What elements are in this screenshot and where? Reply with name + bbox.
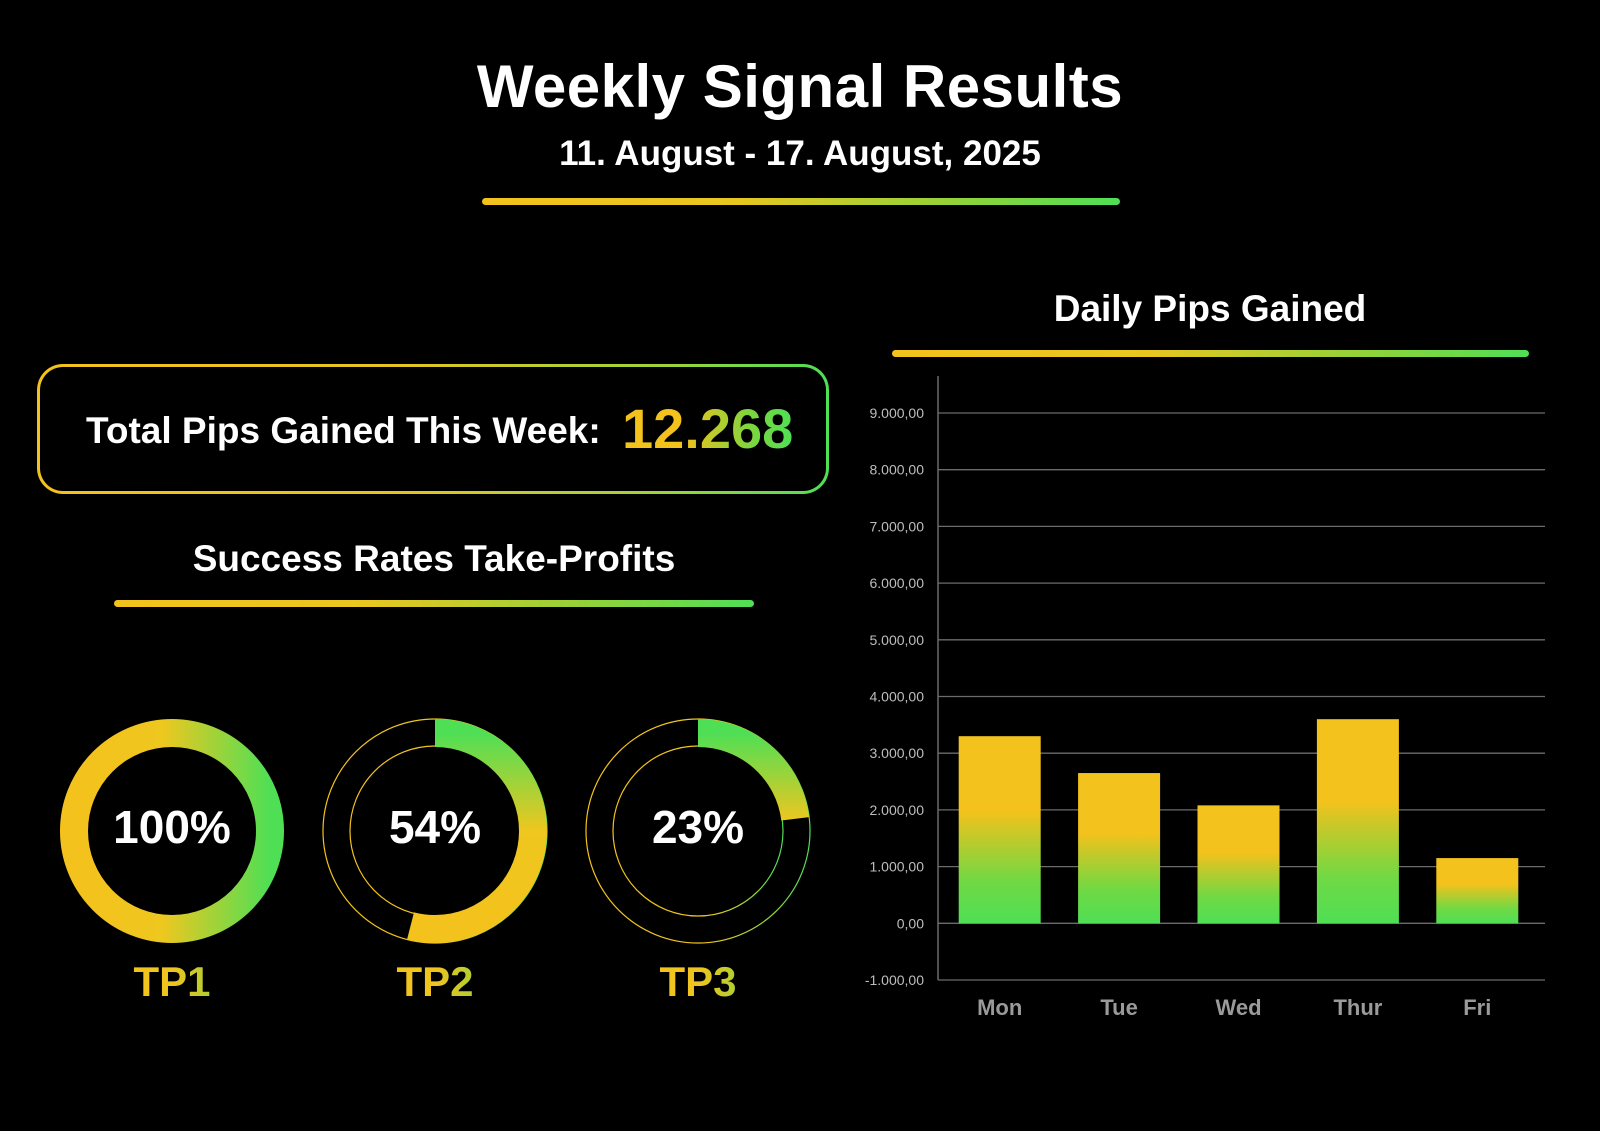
tp2-label: TP2 bbox=[355, 958, 515, 1006]
chart-title: Daily Pips Gained bbox=[1053, 288, 1367, 329]
tp1-donut-graphic bbox=[60, 719, 284, 943]
y-tick-label: 8.000,00 bbox=[870, 462, 925, 478]
tp3-percent: 23% bbox=[651, 801, 745, 853]
x-tick-label: Fri bbox=[1463, 995, 1491, 1020]
tp2-donut bbox=[315, 711, 555, 951]
tp1-label: TP1 bbox=[92, 958, 252, 1006]
y-tick-label: 6.000,00 bbox=[870, 575, 925, 591]
y-tick-label: 4.000,00 bbox=[870, 689, 925, 705]
tp3-donut bbox=[578, 711, 818, 951]
bar-fri bbox=[1436, 858, 1519, 924]
tp2-donut-graphic bbox=[322, 718, 548, 944]
chart-title-underline bbox=[892, 350, 1529, 357]
title-underline bbox=[482, 198, 1120, 205]
tp3-donut-graphic bbox=[585, 718, 811, 944]
bar-thur bbox=[1316, 719, 1399, 924]
tp1-arc bbox=[60, 719, 284, 943]
tp1-donut bbox=[52, 711, 292, 951]
success-rates-underline bbox=[114, 600, 754, 607]
y-tick-label: 9.000,00 bbox=[870, 405, 925, 421]
bar-tue bbox=[1078, 773, 1161, 924]
tp3-label: TP3 bbox=[618, 958, 778, 1006]
date-range: 11. August - 17. August, 2025 bbox=[559, 134, 1041, 173]
page-title: Weekly Signal Results bbox=[476, 53, 1124, 120]
x-tick-label: Wed bbox=[1215, 995, 1261, 1020]
tp2-percent: 54% bbox=[388, 801, 482, 853]
total-pips-card bbox=[37, 364, 829, 494]
x-tick-label: Thur bbox=[1333, 995, 1382, 1020]
y-tick-label: 3.000,00 bbox=[870, 745, 925, 761]
x-tick-label: Mon bbox=[977, 995, 1022, 1020]
bar-wed bbox=[1197, 805, 1280, 924]
y-tick-label: 7.000,00 bbox=[870, 518, 925, 534]
y-tick-label: 0,00 bbox=[897, 915, 924, 931]
y-tick-label: 2.000,00 bbox=[870, 802, 925, 818]
y-tick-label: -1.000,00 bbox=[865, 972, 924, 988]
y-tick-label: 1.000,00 bbox=[870, 859, 925, 875]
tp3-arc bbox=[586, 719, 810, 943]
x-tick-label: Tue bbox=[1100, 995, 1137, 1020]
bar-mon bbox=[958, 736, 1041, 924]
y-tick-label: 5.000,00 bbox=[870, 632, 925, 648]
daily-pips-bar-chart: -1.000,00 0,00 1.000,00 2.000,00 3.000,00 4.0… bbox=[865, 376, 1545, 1020]
total-pips-value: 12.268 bbox=[622, 397, 794, 460]
total-pips-label: Total Pips Gained This Week: bbox=[86, 410, 601, 451]
success-rates-title: Success Rates Take-Profits bbox=[192, 538, 676, 579]
tp1-percent: 100% bbox=[113, 801, 231, 853]
tp2-arc bbox=[323, 719, 547, 943]
